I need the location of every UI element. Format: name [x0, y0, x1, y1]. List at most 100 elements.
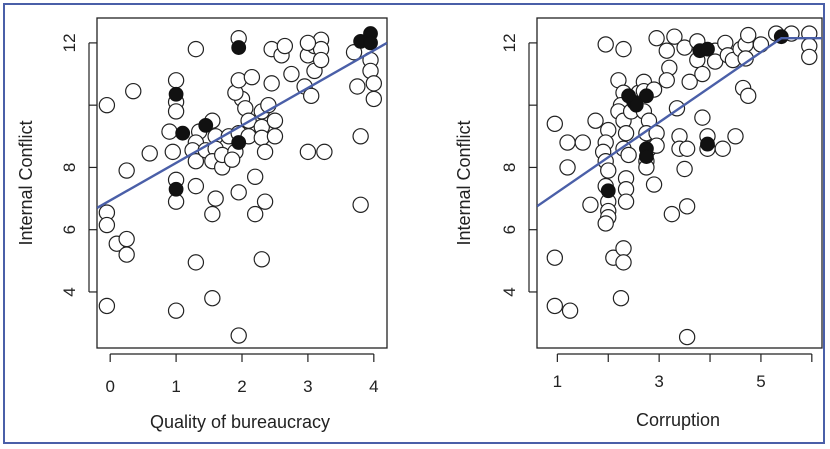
x-tick-label: 3 — [654, 372, 663, 391]
data-point-filled — [639, 149, 654, 164]
data-point — [266, 112, 284, 129]
plot-area-bureaucracy — [96, 17, 388, 349]
y-tick-label: 12 — [500, 33, 519, 52]
data-point — [587, 112, 604, 129]
x-tick-label: 2 — [237, 377, 246, 396]
data-point — [666, 28, 683, 45]
data-point-filled — [168, 181, 184, 197]
data-point — [694, 65, 711, 83]
data-point — [246, 205, 264, 223]
data-point — [801, 48, 818, 66]
data-point — [678, 140, 696, 157]
chart-corruption: 4 6 8 12 1 3 5 Corruption Internal Conflict — [454, 17, 823, 430]
data-point — [230, 184, 247, 201]
data-point — [98, 96, 116, 114]
y-tick-label: 4 — [500, 287, 519, 296]
data-point — [663, 205, 681, 223]
data-point — [187, 177, 205, 195]
data-point — [678, 328, 696, 346]
data-point — [615, 240, 632, 257]
data-point — [141, 145, 158, 162]
data-point — [187, 153, 205, 170]
data-point-filled — [700, 136, 715, 152]
data-point — [561, 302, 579, 319]
data-point — [98, 216, 116, 234]
data-point — [740, 26, 757, 44]
data-point-filled — [175, 125, 191, 141]
x-axis-label: Corruption — [636, 410, 720, 430]
data-point — [714, 140, 731, 157]
x-tick-label: 1 — [171, 377, 180, 396]
data-point-filled — [700, 41, 715, 57]
data-point — [648, 30, 665, 47]
y-tick-label: 6 — [500, 225, 519, 234]
y-tick-label: 4 — [60, 287, 79, 296]
data-point — [694, 109, 711, 126]
y-tick-label: 12 — [60, 33, 79, 52]
data-point — [681, 73, 698, 91]
data-point — [187, 40, 205, 58]
data-point — [617, 124, 635, 142]
data-point — [256, 143, 274, 161]
data-point — [600, 162, 617, 179]
data-point — [546, 297, 564, 315]
data-point — [658, 72, 675, 89]
data-point — [299, 143, 317, 161]
data-point — [546, 115, 564, 133]
data-point — [658, 42, 675, 59]
y-axis-label: Internal Conflict — [454, 120, 474, 245]
data-point — [312, 51, 330, 69]
data-point — [256, 193, 274, 210]
data-point — [283, 65, 300, 83]
data-point — [230, 327, 247, 344]
data-point — [118, 162, 135, 179]
data-point — [246, 168, 264, 185]
data-point-filled — [168, 86, 184, 102]
data-point — [615, 254, 632, 271]
data-point — [299, 34, 317, 52]
data-point — [204, 205, 221, 223]
data-point — [546, 249, 564, 266]
data-point — [207, 190, 224, 207]
data-point — [365, 75, 383, 92]
data-point — [263, 75, 280, 92]
data-point — [349, 78, 366, 95]
data-point — [125, 82, 142, 100]
data-point — [740, 87, 757, 105]
data-point — [161, 123, 178, 140]
data-point — [303, 87, 320, 105]
data-point — [164, 143, 181, 161]
data-point — [167, 103, 185, 120]
data-point-filled — [231, 40, 247, 55]
data-point — [645, 176, 663, 193]
data-point — [266, 128, 284, 145]
data-point — [316, 143, 333, 161]
data-point — [582, 196, 599, 213]
data-point — [559, 159, 576, 176]
x-tick-label: 1 — [553, 372, 562, 391]
y-tick-label: 8 — [500, 163, 519, 172]
data-point — [365, 90, 383, 108]
data-point — [352, 196, 369, 213]
data-point — [187, 254, 205, 271]
data-point-filled — [600, 183, 616, 199]
data-point-filled — [363, 35, 378, 51]
y-tick-label: 6 — [60, 225, 79, 234]
x-tick-label: 5 — [756, 372, 765, 391]
data-point — [223, 151, 241, 168]
data-point — [620, 146, 637, 164]
fit-line — [537, 37, 822, 208]
data-point-filled — [639, 88, 654, 104]
data-point — [617, 193, 635, 210]
data-point — [276, 37, 294, 55]
data-point — [352, 128, 369, 145]
data-point — [612, 289, 630, 307]
data-point-filled — [628, 97, 644, 113]
x-tick-label: 3 — [303, 377, 312, 396]
data-point-filled — [198, 118, 214, 133]
data-point — [118, 246, 135, 263]
data-point — [559, 134, 576, 151]
